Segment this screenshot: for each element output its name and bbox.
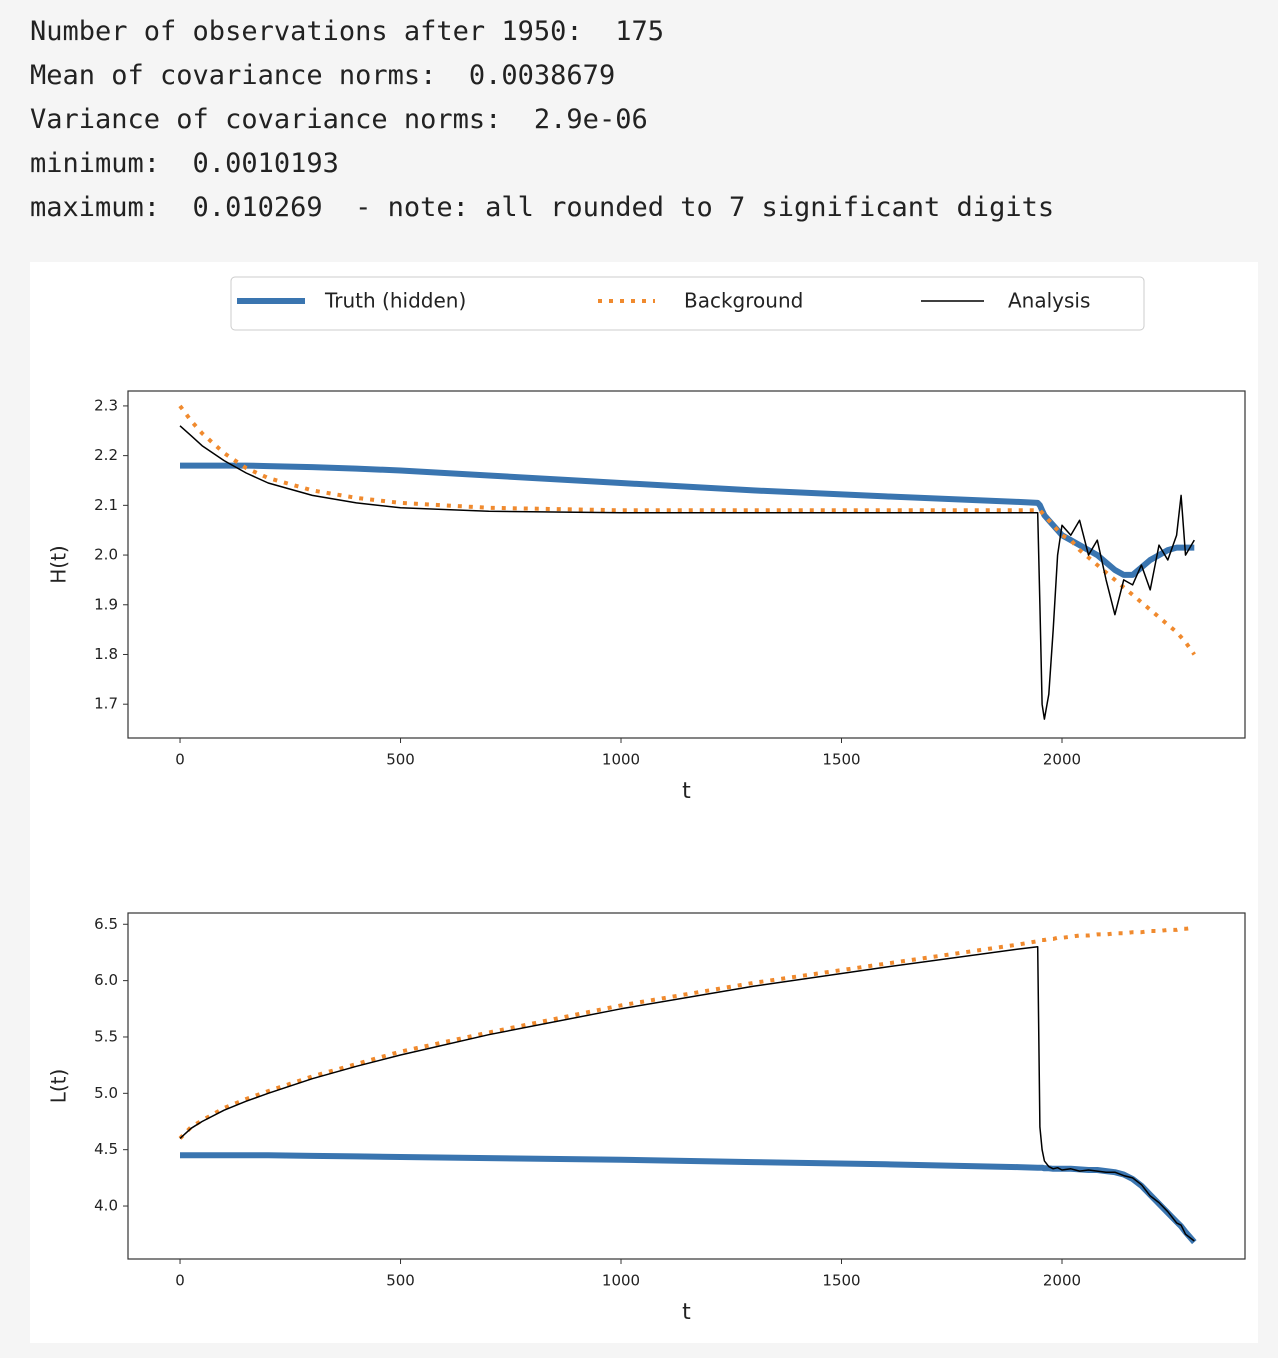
x-tick-label: 1500: [822, 1272, 860, 1290]
y-tick-label: 5.0: [94, 1084, 118, 1102]
y-tick-label: 6.5: [94, 915, 118, 933]
x-axis-label: t: [682, 779, 691, 804]
output-line: Number of observations after 1950: 175: [30, 16, 664, 47]
y-tick-label: 4.5: [94, 1140, 118, 1158]
y-tick-label: 1.8: [94, 645, 118, 663]
output-line: maximum: 0.010269 - note: all rounded to…: [30, 192, 1055, 223]
x-tick-label: 0: [175, 1272, 185, 1290]
y-tick-label: 2.1: [94, 496, 118, 514]
x-tick-label: 500: [386, 751, 415, 769]
text-output: Number of observations after 1950: 175 Me…: [30, 12, 1054, 232]
x-tick-label: 1500: [822, 751, 860, 769]
series-line: [179, 946, 1195, 1242]
x-tick-label: 2000: [1043, 1272, 1081, 1290]
y-tick-label: 2.3: [94, 396, 118, 414]
plot-frame: [127, 912, 1246, 1260]
x-tick-label: 0: [175, 751, 185, 769]
legend-label: Truth (hidden): [324, 289, 466, 313]
y-tick-label: 2.0: [94, 546, 118, 564]
x-tick-label: 500: [386, 1272, 415, 1290]
y-axis-label: L(t): [47, 1069, 71, 1104]
x-axis-label: t: [682, 1300, 691, 1325]
series-line: [178, 925, 1195, 1140]
y-tick-label: 4.0: [94, 1197, 118, 1215]
x-tick-label: 2000: [1043, 751, 1081, 769]
y-tick-label: 5.5: [94, 1027, 118, 1045]
output-line: minimum: 0.0010193: [30, 148, 339, 179]
legend-label: Analysis: [1008, 289, 1090, 313]
y-tick-label: 1.9: [94, 595, 118, 613]
series-line: [180, 462, 1195, 578]
y-tick-label: 6.0: [94, 971, 118, 989]
y-tick-label: 1.7: [94, 695, 118, 713]
series-line: [178, 404, 1196, 656]
y-tick-label: 2.2: [94, 446, 118, 464]
legend-box: [230, 276, 1145, 331]
series-line: [179, 425, 1195, 720]
legend-label: Background: [684, 289, 803, 313]
x-tick-label: 1000: [602, 1272, 640, 1290]
x-tick-label: 1000: [602, 751, 640, 769]
output-line: Variance of covariance norms: 2.9e-06: [30, 104, 648, 135]
output-line: Mean of covariance norms: 0.0038679: [30, 60, 616, 91]
figure-background: [30, 262, 1258, 1343]
plot-frame: [127, 390, 1246, 739]
y-axis-label: H(t): [47, 545, 71, 584]
